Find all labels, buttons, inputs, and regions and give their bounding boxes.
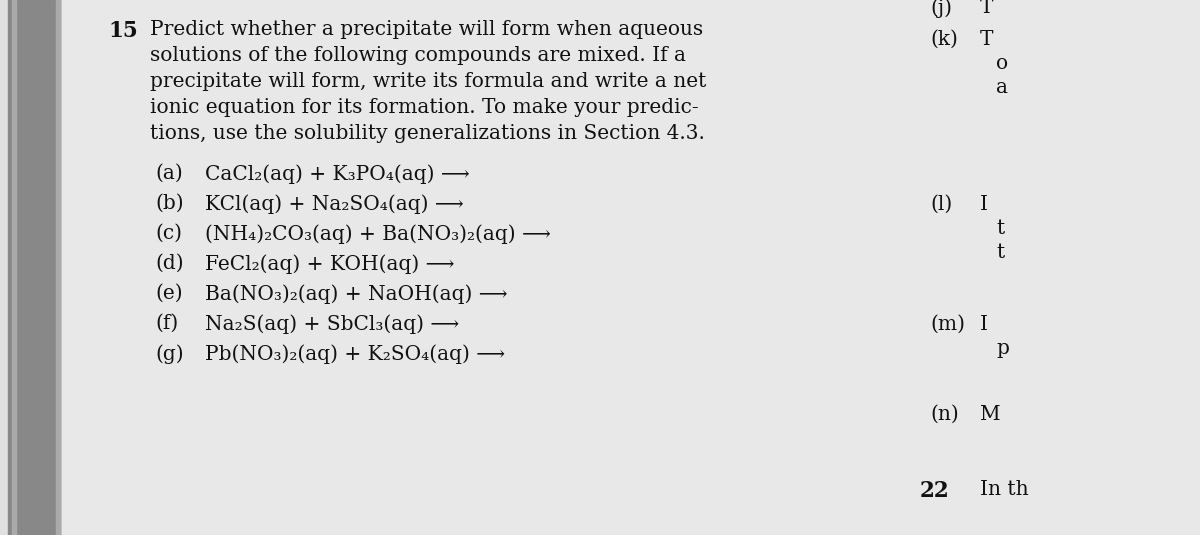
Text: FeCl₂(aq) + KOH(aq) ⟶: FeCl₂(aq) + KOH(aq) ⟶ [205, 254, 455, 274]
Text: T: T [980, 0, 994, 17]
Text: I: I [980, 195, 988, 214]
Text: Pb(NO₃)₂(aq) + K₂SO₄(aq) ⟶: Pb(NO₃)₂(aq) + K₂SO₄(aq) ⟶ [205, 344, 505, 364]
Text: 22: 22 [920, 480, 949, 502]
Text: tions, use the solubility generalizations in Section 4.3.: tions, use the solubility generalization… [150, 124, 704, 143]
Text: Na₂S(aq) + SbCl₃(aq) ⟶: Na₂S(aq) + SbCl₃(aq) ⟶ [205, 314, 460, 334]
Text: (f): (f) [155, 314, 179, 333]
Text: 15: 15 [108, 20, 138, 42]
Text: M: M [980, 405, 1001, 424]
Text: KCl(aq) + Na₂SO₄(aq) ⟶: KCl(aq) + Na₂SO₄(aq) ⟶ [205, 194, 463, 213]
Text: (g): (g) [155, 344, 184, 364]
Text: T: T [980, 30, 994, 49]
Text: (n): (n) [930, 405, 959, 424]
Text: (b): (b) [155, 194, 184, 213]
Text: (a): (a) [155, 164, 182, 183]
Text: o: o [996, 54, 1008, 73]
Text: (j): (j) [930, 0, 952, 18]
Text: (c): (c) [155, 224, 182, 243]
Text: ionic equation for its formation. To make your predic-: ionic equation for its formation. To mak… [150, 98, 698, 117]
Bar [0, 0, 8, 535]
Text: Predict whether a precipitate will form when aqueous: Predict whether a precipitate will form … [150, 20, 703, 39]
Text: (d): (d) [155, 254, 184, 273]
Bar [56, 0, 60, 535]
Text: CaCl₂(aq) + K₃PO₄(aq) ⟶: CaCl₂(aq) + K₃PO₄(aq) ⟶ [205, 164, 469, 184]
Bar [8, 0, 60, 535]
Text: solutions of the following compounds are mixed. If a: solutions of the following compounds are… [150, 46, 686, 65]
Text: (NH₄)₂CO₃(aq) + Ba(NO₃)₂(aq) ⟶: (NH₄)₂CO₃(aq) + Ba(NO₃)₂(aq) ⟶ [205, 224, 551, 243]
Text: precipitate will form, write its formula and write a net: precipitate will form, write its formula… [150, 72, 707, 91]
Text: I: I [980, 315, 988, 334]
Text: (l): (l) [930, 195, 953, 214]
Text: Ba(NO₃)₂(aq) + NaOH(aq) ⟶: Ba(NO₃)₂(aq) + NaOH(aq) ⟶ [205, 284, 508, 304]
Text: t: t [996, 219, 1004, 238]
Bar [12, 0, 16, 535]
Text: (e): (e) [155, 284, 182, 303]
Text: t: t [996, 243, 1004, 262]
Text: (m): (m) [930, 315, 965, 334]
Text: In th: In th [980, 480, 1028, 499]
Text: p: p [996, 339, 1009, 358]
Text: a: a [996, 78, 1008, 97]
Text: (k): (k) [930, 30, 958, 49]
